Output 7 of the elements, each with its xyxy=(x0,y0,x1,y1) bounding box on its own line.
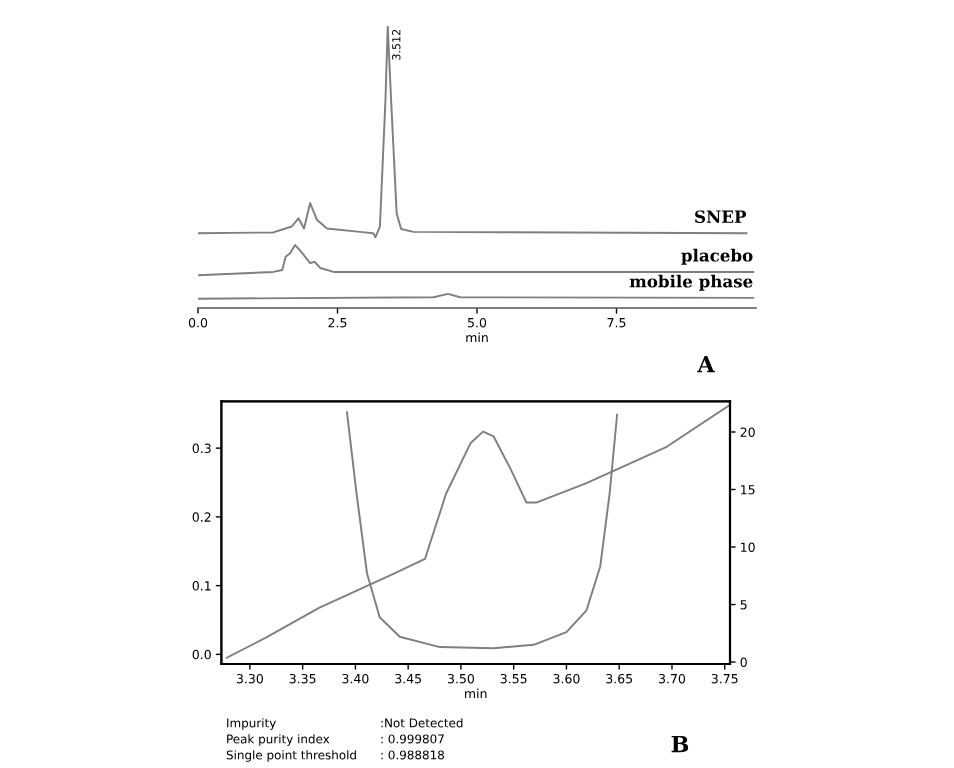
series-label: mobile phase xyxy=(629,274,753,291)
series-label: placebo xyxy=(681,248,753,265)
line-series xyxy=(346,411,619,650)
series-label: SNEP xyxy=(695,210,747,223)
line-series xyxy=(225,403,730,659)
text: A xyxy=(697,355,715,373)
text: B xyxy=(671,735,689,753)
